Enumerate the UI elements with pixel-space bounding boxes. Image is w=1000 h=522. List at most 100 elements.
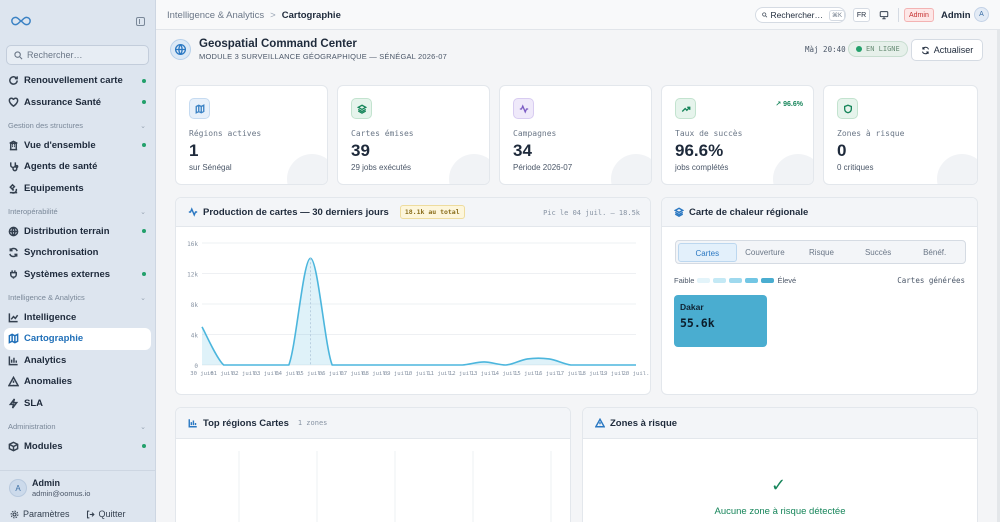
tab-couverture[interactable]: Couverture xyxy=(745,247,785,257)
warning-icon xyxy=(595,418,605,428)
user-name[interactable]: Admin xyxy=(941,10,971,21)
x-tick-label: 18 juil. xyxy=(579,371,606,377)
sidebar-item-label: Modules xyxy=(24,440,63,452)
collapse-sidebar-icon[interactable] xyxy=(136,16,145,26)
sidebar-item-vue-ensemble[interactable]: Vue d'ensemble xyxy=(0,135,155,157)
kpi-value: 0 xyxy=(837,141,847,160)
settings-button[interactable]: Paramètres xyxy=(10,509,70,519)
empty-state-text: Aucune zone à risque détectée xyxy=(714,506,846,517)
global-search-label: Rechercher… xyxy=(770,10,823,20)
sidebar-section-intelligence[interactable]: Intelligence & Analytics ⌄ xyxy=(0,285,155,307)
sidebar-item-distribution-terrain[interactable]: Distribution terrain xyxy=(0,221,155,243)
status-dot xyxy=(142,100,146,105)
x-tick-label: 20 juil. xyxy=(623,371,650,377)
region-value: 55.6k xyxy=(680,316,715,330)
status-dot xyxy=(142,78,146,83)
monitor-icon[interactable] xyxy=(879,10,889,20)
region-name: Dakar xyxy=(680,302,704,312)
tab-benef[interactable]: Bénéf. xyxy=(923,247,947,257)
decoration xyxy=(773,154,813,184)
live-status-label: EN LIGNE xyxy=(866,45,900,53)
x-tick-label: 19 juil. xyxy=(601,371,628,377)
sidebar-item-label: Analytics xyxy=(24,354,67,366)
shortcut-badge: ⌘K xyxy=(828,9,845,21)
region-tile-dakar[interactable]: Dakar 55.6k xyxy=(674,295,767,347)
tab-succes[interactable]: Succès xyxy=(864,247,892,257)
settings-label: Paramètres xyxy=(23,509,70,519)
user-name: Admin xyxy=(32,478,60,488)
trend-badge: ↗ 96.6% xyxy=(775,101,803,108)
status-dot xyxy=(142,143,146,148)
zap-icon xyxy=(8,398,19,409)
decoration xyxy=(611,154,651,184)
gear-icon xyxy=(10,510,19,518)
tab-cartes[interactable]: Cartes xyxy=(678,242,737,262)
sidebar-item-assurance-sante[interactable]: Assurance Santé xyxy=(0,92,155,114)
x-tick-label: 17 juil. xyxy=(557,371,584,377)
tab-risque[interactable]: Risque xyxy=(809,247,834,257)
kpi-sub: Période 2026-07 xyxy=(513,163,573,172)
x-tick-label: 14 juil. xyxy=(492,371,519,377)
sidebar-item-equipements[interactable]: Equipements xyxy=(0,178,155,200)
activity-icon xyxy=(513,98,534,119)
total-badge: 18.1k au total xyxy=(399,205,465,219)
global-search-button[interactable]: Rechercher… ⌘K xyxy=(755,7,846,23)
sidebar-item-label: Renouvellement carte xyxy=(24,75,123,87)
sidebar-item-systemes-externes[interactable]: Systèmes externes xyxy=(0,264,155,286)
heart-icon xyxy=(8,97,19,107)
x-tick-label: 06 juil. xyxy=(319,371,346,377)
chevron-down-icon: ⌄ xyxy=(140,122,146,130)
sidebar-item-sla[interactable]: SLA xyxy=(0,393,155,415)
infinity-logo-icon[interactable] xyxy=(10,15,32,27)
sidebar-item-renouvellement-carte[interactable]: Renouvellement carte xyxy=(0,70,155,92)
card-title: Top régions Cartes xyxy=(203,417,289,429)
metric-tabs: Cartes Couverture Risque Succès Bénéf. xyxy=(675,240,966,264)
globe-icon xyxy=(8,226,19,237)
sidebar-section-gestion[interactable]: Gestion des structures ⌄ xyxy=(0,113,155,135)
bar-chart-icon xyxy=(188,419,197,428)
sidebar-item-cartographie[interactable]: Cartographie xyxy=(4,328,151,350)
kpi-label: Campagnes xyxy=(513,129,557,138)
avatar[interactable]: A xyxy=(9,479,27,497)
sidebar-item-label: Synchronisation xyxy=(24,247,99,259)
sidebar-item-agents-sante[interactable]: Agents de santé xyxy=(0,156,155,178)
x-tick-label: 16 juil. xyxy=(536,371,563,377)
sidebar-section-interop[interactable]: Interopérabilité ⌄ xyxy=(0,199,155,221)
live-status-badge: EN LIGNE xyxy=(848,41,908,57)
sidebar-item-intelligence[interactable]: Intelligence xyxy=(0,307,155,329)
sidebar-item-synchronisation[interactable]: Synchronisation xyxy=(0,242,155,264)
x-tick-label: 13 juil. xyxy=(471,371,498,377)
avatar[interactable]: A xyxy=(974,7,989,22)
kpi-card-taux-succes: ↗ 96.6% Taux de succès 96.6% jobs complé… xyxy=(661,85,814,185)
quit-button[interactable]: Quitter xyxy=(86,509,126,519)
refresh-button[interactable]: Actualiser xyxy=(911,39,983,61)
sidebar-item-label: Anomalies xyxy=(24,376,73,388)
sidebar-item-label: Agents de santé xyxy=(24,161,98,173)
language-button[interactable]: FR xyxy=(853,8,870,22)
sidebar-search-input[interactable]: Rechercher… xyxy=(6,45,149,65)
page-title: Geospatial Command Center xyxy=(199,38,357,50)
kpi-sub: sur Sénégal xyxy=(189,163,232,172)
legend-low: Faible xyxy=(674,276,695,285)
layers-icon xyxy=(674,207,684,217)
sidebar-item-anomalies[interactable]: Anomalies xyxy=(0,371,155,393)
kpi-label: Zones à risque xyxy=(837,129,905,138)
section-title: Interopérabilité xyxy=(8,206,58,216)
x-tick-label: 07 juil. xyxy=(340,371,367,377)
scrollbar-track[interactable] xyxy=(997,30,1000,522)
microscope-icon xyxy=(9,183,18,194)
y-tick-label: 0 xyxy=(194,363,198,370)
sidebar-item-analytics[interactable]: Analytics xyxy=(0,350,155,372)
stethoscope-icon xyxy=(10,162,19,172)
kpi-value: 1 xyxy=(189,141,199,160)
sidebar-item-modules[interactable]: Modules xyxy=(0,436,155,458)
heatmap-card: Carte de chaleur régionale Cartes Couver… xyxy=(661,197,978,395)
card-title: Production de cartes — 30 derniers jours xyxy=(203,206,389,218)
chevron-down-icon: ⌄ xyxy=(140,294,146,302)
breadcrumb-parent[interactable]: Intelligence & Analytics xyxy=(167,10,265,21)
refresh-icon xyxy=(9,76,18,86)
sidebar-section-administration[interactable]: Administration ⌄ xyxy=(0,414,155,436)
kpi-card-campagnes: Campagnes 34 Période 2026-07 xyxy=(499,85,652,185)
y-tick-label: 12k xyxy=(187,272,198,279)
